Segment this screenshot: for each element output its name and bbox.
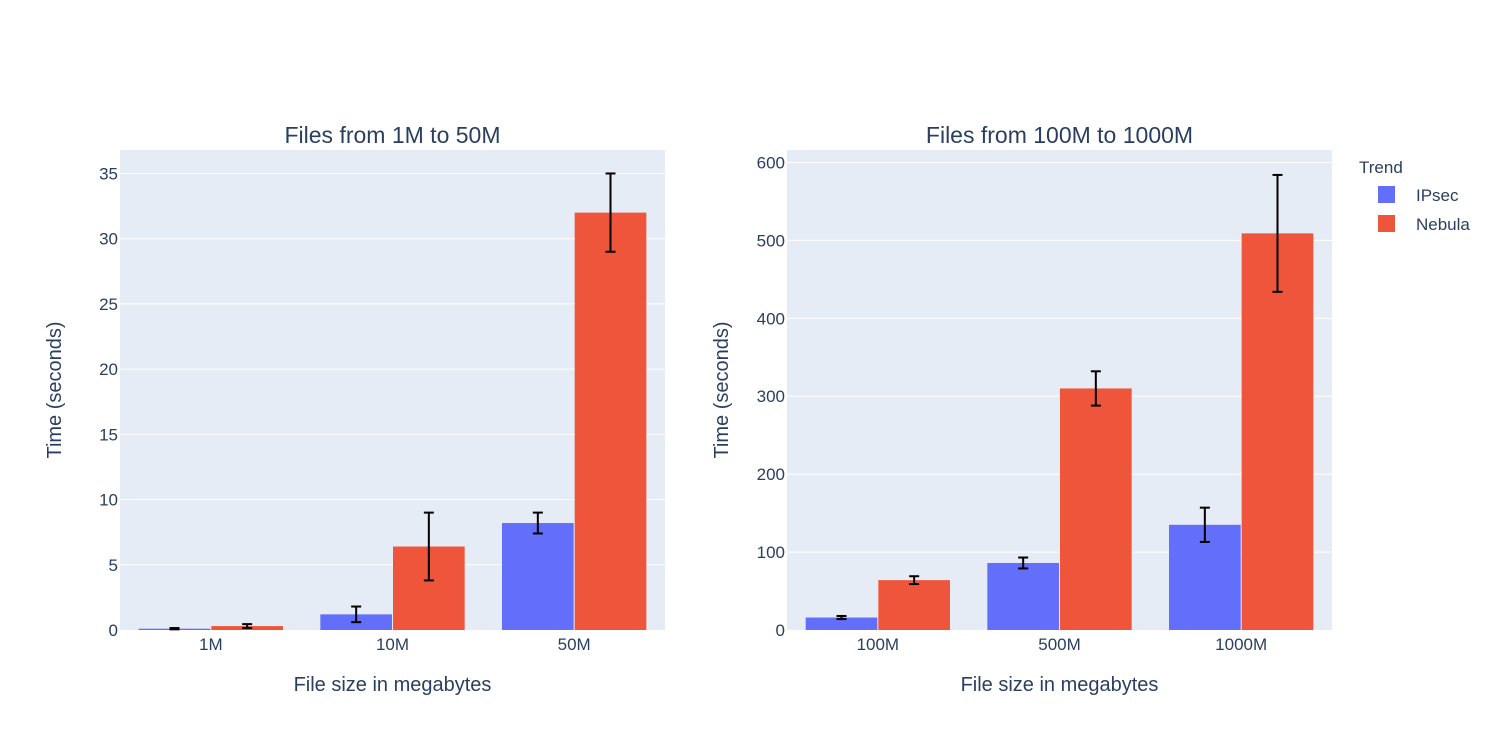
bar-nebula-1000m (1241, 233, 1314, 630)
y-tick-label: 20 (99, 360, 118, 379)
y-axis-title: Time (seconds) (44, 321, 66, 458)
x-tick-label: 10M (376, 635, 409, 654)
legend-item-nebula[interactable]: Nebula (1378, 215, 1470, 234)
y-tick-label: 600 (757, 153, 785, 172)
y-tick-label: 15 (99, 425, 118, 444)
error-bar-nebula-1m (242, 623, 253, 630)
legend-swatch-nebula (1378, 215, 1395, 232)
y-tick-label: 100 (757, 543, 785, 562)
x-tick-label: 100M (857, 635, 900, 654)
chart-title: Files from 1M to 50M (285, 122, 501, 148)
y-tick-label: 5 (109, 556, 118, 575)
y-tick-label: 200 (757, 465, 785, 484)
bar-nebula-500m (1060, 388, 1132, 630)
x-tick-label: 1000M (1215, 635, 1267, 654)
chart-title: Files from 100M to 1000M (926, 122, 1193, 148)
y-tick-label: 0 (776, 621, 785, 640)
error-bar-ipsec-1m (169, 627, 180, 631)
x-tick-label: 500M (1038, 635, 1081, 654)
legend-label-ipsec: IPsec (1416, 186, 1459, 205)
x-tick-label: 50M (558, 635, 591, 654)
bar-ipsec-100m (805, 617, 878, 630)
y-tick-label: 30 (99, 230, 118, 249)
bar-ipsec-50m (502, 523, 574, 630)
y-tick-label: 300 (757, 387, 785, 406)
bar-nebula-50m (574, 212, 647, 630)
error-bar-ipsec-50m (532, 511, 543, 535)
error-bar-nebula-10m (423, 511, 434, 582)
legend-swatch-ipsec (1378, 186, 1395, 203)
error-bar-nebula-500m (1090, 370, 1101, 407)
legend-item-ipsec[interactable]: IPsec (1378, 186, 1459, 205)
error-bar-nebula-1000m (1272, 173, 1283, 293)
legend-label-nebula: Nebula (1416, 215, 1470, 234)
error-bar-nebula-50m (605, 172, 616, 253)
y-tick-label: 500 (757, 231, 785, 250)
x-axis-title: File size in megabytes (294, 674, 492, 696)
y-tick-label: 10 (99, 491, 118, 510)
error-bar-nebula-100m (909, 575, 920, 586)
y-tick-label: 35 (99, 164, 118, 183)
chart-panel-2: 0 100 200 300 400 500 600 100M 500M 1000M Files fr… (711, 122, 1332, 696)
error-bar-ipsec-10m (351, 605, 362, 624)
plot-area (787, 150, 1332, 630)
error-bar-ipsec-100m (836, 614, 847, 621)
chart-panel-1: 0 5 10 15 20 25 30 35 1M 10M 50M Files from 1M to 5… (44, 122, 665, 696)
legend: Trend IPsec Nebula (1359, 158, 1470, 234)
bar-ipsec-500m (987, 562, 1059, 630)
y-tick-label: 0 (109, 621, 118, 640)
error-bar-ipsec-1000m (1199, 506, 1210, 543)
y-tick-label: 25 (99, 295, 118, 314)
y-axis-title: Time (seconds) (711, 321, 733, 458)
error-bar-ipsec-500m (1018, 556, 1029, 570)
bar-nebula-100m (878, 580, 950, 630)
x-tick-label: 1M (199, 635, 223, 654)
plot-area (120, 150, 665, 630)
legend-title: Trend (1359, 158, 1403, 177)
y-tick-label: 400 (757, 309, 785, 328)
x-axis-title: File size in megabytes (961, 674, 1159, 696)
